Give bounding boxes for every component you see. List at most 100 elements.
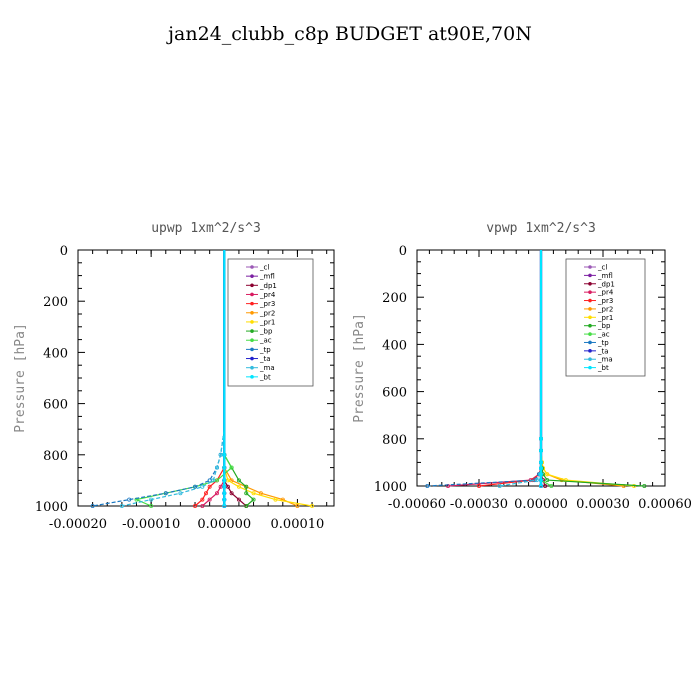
series-point-bt — [539, 466, 544, 471]
y-tick-label: 400 — [382, 338, 407, 353]
series-point-tp — [163, 491, 168, 496]
series-point-pr4 — [200, 503, 205, 508]
vpwp-panel: vpwp 1xm^2/s^3 Pressure [hPa] 0 200 400 600 80… — [352, 221, 692, 512]
series-point-bt — [539, 472, 544, 477]
legend-marker — [250, 301, 254, 306]
series-line-tp — [427, 250, 542, 487]
series-point-bp — [244, 484, 249, 489]
series-point-bt — [222, 484, 227, 489]
series-point-pr1 — [545, 472, 550, 477]
legend: _cl_mfl_dp1_pr4_pr3_pr2_pr1_bp_ac_tp_ta_… — [565, 258, 646, 377]
legend-label: _bt — [259, 373, 271, 381]
series-point-pr3 — [207, 484, 212, 489]
legend-marker — [588, 273, 592, 278]
series-point-bt — [222, 491, 227, 496]
series-point-pr3 — [476, 483, 481, 488]
series-point-dp1 — [236, 497, 241, 502]
series-point-pr3 — [200, 497, 205, 502]
y-tick-label: 0 — [399, 244, 407, 259]
series-line-pr4 — [201, 250, 225, 507]
legend-marker — [588, 349, 592, 353]
legend-label: _pr2 — [259, 309, 275, 317]
series-point-tp — [90, 503, 95, 508]
legend-label: _ac — [597, 331, 610, 339]
series-point-bt — [222, 503, 227, 508]
legend-label: _pr4 — [597, 289, 614, 297]
legend-marker — [588, 315, 592, 320]
series-point-bt — [539, 478, 544, 483]
x-tick-label: 0.00060 — [638, 497, 692, 512]
series-line-tp — [92, 250, 225, 507]
legend-label: _pr2 — [597, 305, 613, 313]
legend-label: _ta — [597, 347, 609, 355]
series-point-pr1 — [225, 478, 230, 483]
series-point-pr1 — [236, 484, 241, 489]
legend-label: _mfl — [259, 273, 275, 281]
series-point-bt — [539, 483, 544, 488]
x-tick-label: -0.00030 — [450, 497, 508, 512]
y-axis-label: Pressure [hPa] — [352, 313, 367, 423]
legend-label: _tp — [597, 339, 609, 347]
series-point-bt — [222, 497, 227, 502]
y-axis-label: Pressure [hPa] — [13, 323, 28, 433]
series-point-ma — [119, 503, 124, 508]
series-point-ac — [214, 478, 219, 483]
series-point-ac — [229, 465, 234, 470]
x-tick-label: 0.00010 — [271, 517, 325, 532]
series-line-ma — [121, 250, 225, 507]
series-group — [90, 250, 315, 508]
y-tick-label: 200 — [382, 291, 407, 306]
series-point-tp — [425, 483, 430, 488]
series-point-bp — [545, 478, 550, 483]
series-point-pr1 — [251, 491, 256, 496]
legend-label: _cl — [259, 264, 269, 272]
legend-marker — [250, 375, 254, 379]
upwp-panel: upwp 1xm^2/s^3 Pressure [hPa] 0 200 400 600 80… — [13, 221, 335, 532]
series-point-dp1 — [543, 483, 548, 488]
series-point-bp — [244, 491, 249, 496]
series-point-ma — [497, 483, 502, 488]
series-point-bp — [251, 497, 256, 502]
x-tick-label: 0.00030 — [576, 497, 630, 512]
legend-label: _bt — [597, 364, 609, 372]
series-point-dp1 — [229, 491, 234, 496]
x-tick-label: -0.00020 — [49, 517, 107, 532]
series-line-pr3 — [478, 250, 542, 487]
x-tick-label: -0.00060 — [388, 497, 446, 512]
legend-marker — [588, 357, 592, 362]
series-point-pr3 — [193, 503, 198, 508]
legend-label: _pr4 — [259, 291, 276, 299]
series-point-pr2 — [295, 503, 300, 508]
series-point-bp — [642, 483, 647, 488]
legend-label: _dp1 — [597, 280, 615, 288]
series-point-ma — [200, 484, 205, 489]
series-point-bt — [539, 436, 544, 441]
legend-marker — [250, 283, 254, 288]
legend-box — [227, 258, 314, 387]
series-line-pr3 — [194, 250, 225, 507]
legend-label: _ma — [259, 364, 275, 372]
series-point-ac — [149, 503, 154, 508]
legend-marker — [250, 365, 254, 370]
legend-marker — [588, 340, 592, 345]
y-tick-label: 800 — [43, 449, 68, 464]
series-point-bt — [539, 460, 544, 465]
legend-label: _pr1 — [597, 314, 613, 322]
legend-marker — [250, 274, 254, 278]
y-tick-label: 600 — [43, 398, 68, 413]
legend-label: _cl — [597, 264, 607, 272]
legend-label: _mfl — [597, 272, 613, 280]
series-point-pr1 — [310, 503, 315, 508]
series-point-bt — [222, 452, 227, 457]
legend-label: _dp1 — [259, 282, 277, 290]
series-point-bt — [222, 465, 227, 470]
legend-marker — [588, 323, 592, 328]
legend-label: _ta — [259, 355, 271, 363]
legend-marker — [250, 356, 254, 361]
x-tick-label: 0.00000 — [197, 517, 251, 532]
panel-title: vpwp 1xm^2/s^3 — [486, 221, 596, 236]
series-point-pr4 — [218, 484, 223, 489]
legend-label: _ma — [597, 356, 613, 364]
series-point-bp — [244, 503, 249, 508]
